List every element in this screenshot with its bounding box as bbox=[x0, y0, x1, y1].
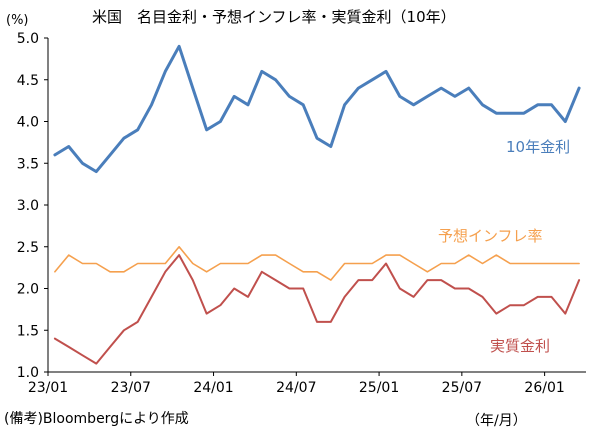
series-line-2 bbox=[53, 254, 581, 365]
source-note: (備考)Bloombergにより作成 bbox=[4, 411, 189, 427]
y-tick-label: 4.0 bbox=[17, 115, 39, 131]
y-tick-label: 1.0 bbox=[17, 365, 39, 381]
x-tick-label: 23/01 bbox=[28, 380, 68, 396]
series-label-2: 実質金利 bbox=[490, 337, 550, 355]
y-tick-label: 2.0 bbox=[17, 282, 39, 298]
y-tick-label: 2.5 bbox=[17, 240, 39, 256]
series-line-0 bbox=[53, 44, 581, 174]
series-line-1 bbox=[54, 246, 580, 281]
y-tick-label: 1.5 bbox=[17, 323, 39, 339]
x-unit-label: （年/月） bbox=[466, 413, 527, 429]
y-tick-label: 4.5 bbox=[17, 73, 39, 89]
y-tick-label: 3.0 bbox=[17, 198, 39, 214]
y-tick-label: 5.0 bbox=[17, 31, 39, 47]
axes bbox=[44, 37, 586, 376]
x-tick-label: 23/07 bbox=[111, 380, 151, 396]
x-tick-label: 26/01 bbox=[524, 380, 564, 396]
y-tick-label: 3.5 bbox=[17, 156, 39, 172]
chart-title: 米国 名目金利・予想インフレ率・実質金利（10年） bbox=[92, 8, 456, 26]
x-tick-label: 24/07 bbox=[276, 380, 316, 396]
x-tick-label: 24/01 bbox=[193, 380, 233, 396]
tick-labels: 1.0 1.5 2.0 2.5 3.0 3.5 4.0 4.5 5.0 23/01 23/07 24/… bbox=[17, 31, 565, 396]
series-lines bbox=[53, 44, 581, 365]
series-label-1: 予想インフレ率 bbox=[438, 227, 543, 245]
y-unit-label: (%) bbox=[6, 13, 29, 28]
x-tick-label: 25/07 bbox=[442, 380, 482, 396]
series-label-0: 10年金利 bbox=[506, 138, 570, 156]
x-tick-label: 25/01 bbox=[359, 380, 399, 396]
